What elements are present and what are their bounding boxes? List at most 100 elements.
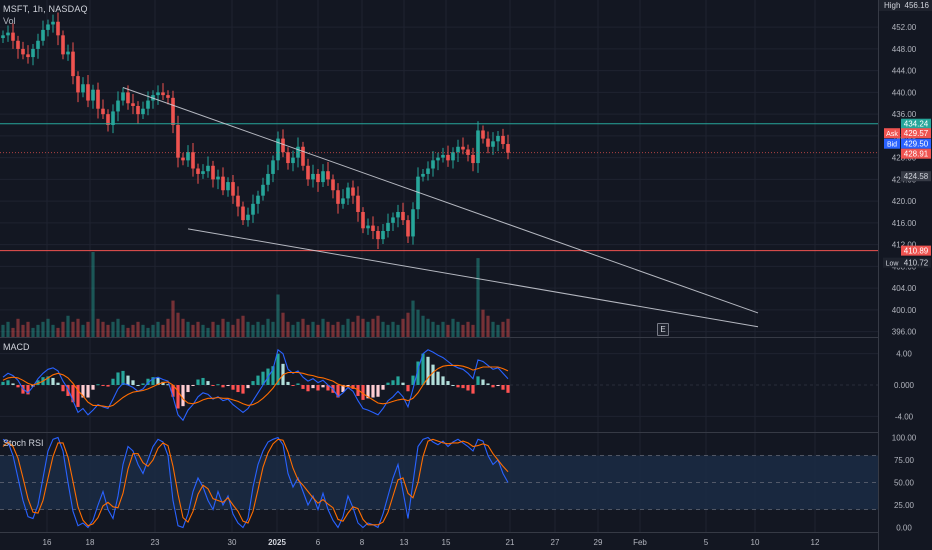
- time-tick-label: 13: [400, 538, 409, 547]
- candle-body: [356, 195, 360, 212]
- macd-pane: [0, 348, 878, 422]
- volume-bar: [246, 321, 250, 337]
- macd-histogram-bar: [211, 385, 215, 386]
- volume-bar: [186, 321, 190, 337]
- candle-body: [1, 35, 5, 39]
- time-tick-label: 16: [43, 538, 52, 547]
- support-value: 410.89: [904, 247, 929, 256]
- low-value-box: [901, 257, 931, 268]
- candle-body: [251, 203, 255, 215]
- volume-bar: [131, 324, 135, 337]
- macd-histogram-bar: [216, 384, 220, 386]
- time-tick-label: 5: [704, 538, 709, 547]
- candle-body: [426, 168, 430, 174]
- candle-body: [256, 195, 260, 204]
- volume-bar: [61, 321, 65, 337]
- macd-histogram-bar: [71, 385, 75, 403]
- volume-bar: [476, 258, 480, 337]
- candle-body: [101, 108, 105, 115]
- macd-label[interactable]: MACD: [3, 342, 30, 352]
- macd-histogram-bar: [221, 385, 225, 388]
- volume-bar: [211, 321, 215, 337]
- volume-bar: [31, 327, 35, 337]
- stoch-rsi-label[interactable]: Stoch RSI: [3, 438, 44, 448]
- volume-bar: [301, 318, 305, 337]
- low-label-box: [883, 257, 901, 268]
- last-value: 428.91: [904, 150, 929, 159]
- price-tick-label: 396.00: [892, 328, 917, 337]
- volume-bar: [381, 321, 385, 337]
- time-axis[interactable]: 16 18 23 30 2025 6 8 13 15 21 27 29 Feb 5 10 12: [43, 538, 820, 547]
- symbol-title[interactable]: MSFT, 1h, NASDAQ: [3, 4, 88, 14]
- macd-histogram-bar: [326, 385, 330, 391]
- macd-histogram-bar: [241, 385, 245, 394]
- volume-bar: [466, 321, 470, 337]
- volume-bar: [26, 321, 30, 337]
- macd-histogram-bar: [466, 385, 470, 391]
- macd-histogram-bar: [461, 385, 465, 389]
- candle-body: [76, 76, 80, 93]
- volume-bar: [506, 318, 510, 337]
- candle-body: [351, 187, 355, 196]
- candle-body: [111, 111, 115, 126]
- macd-histogram-bar: [66, 385, 70, 396]
- price-axis[interactable]: 452.00448.00444.00440.00436.00432.00428.…: [879, 0, 932, 550]
- middle-value: 424.58: [904, 172, 929, 181]
- candle-body: [201, 171, 205, 174]
- macd-histogram-bar: [506, 385, 510, 393]
- macd-histogram-bar: [236, 385, 240, 393]
- volume-bar: [321, 318, 325, 337]
- low-value: 410.72: [904, 259, 929, 268]
- stoch-tick-label: 0.00: [896, 524, 912, 533]
- volume-bar: [56, 327, 60, 337]
- candle-body: [281, 138, 285, 153]
- macd-histogram-bar: [91, 385, 95, 390]
- macd-histogram-bar: [86, 385, 90, 398]
- macd-line: [2, 348, 509, 422]
- ask-value: 429.57: [904, 129, 929, 138]
- macd-histogram-bar: [341, 385, 345, 393]
- volume-bar: [136, 321, 140, 337]
- volume-bar: [391, 321, 395, 337]
- macd-histogram-bar: [176, 385, 180, 409]
- volume-bars: [1, 252, 510, 337]
- macd-histogram-bar: [476, 376, 480, 385]
- volume-bar: [281, 312, 285, 337]
- macd-histogram-bar: [366, 385, 370, 399]
- candle-body: [261, 184, 265, 196]
- candle-body: [446, 154, 450, 161]
- bid-value-box: [901, 138, 931, 149]
- signal-line: [2, 364, 509, 408]
- candle-body: [451, 152, 455, 161]
- price-tick-label: 412.00: [892, 241, 917, 250]
- volume-bar: [111, 321, 115, 337]
- macd-histogram-bar: [261, 371, 265, 385]
- candle-body: [226, 182, 230, 191]
- trendlines[interactable]: [0, 87, 878, 328]
- volume-bar: [261, 324, 265, 337]
- volume-bar: [6, 321, 10, 337]
- volume-bar: [396, 324, 400, 337]
- macd-histogram-bar: [191, 385, 195, 386]
- time-tick-label: 10: [751, 538, 760, 547]
- support-value-box: [901, 245, 931, 256]
- volume-bar: [421, 315, 425, 337]
- volume-bar: [81, 324, 85, 337]
- macd-histogram-bar: [416, 361, 420, 385]
- macd-histogram-bar: [371, 385, 375, 398]
- candle-body: [46, 24, 50, 30]
- candle-body: [41, 29, 45, 41]
- earnings-marker[interactable]: E: [657, 323, 669, 336]
- macd-histogram-bar: [116, 372, 120, 385]
- price-tick-label: 436.00: [892, 110, 917, 119]
- macd-histogram-bar: [206, 381, 210, 385]
- macd-histogram-bar: [231, 385, 235, 390]
- candle-body: [366, 225, 370, 229]
- candle-body: [491, 141, 495, 147]
- candle-body: [406, 220, 410, 237]
- macd-histogram-bar: [361, 385, 365, 400]
- volume-bar: [316, 324, 320, 337]
- macd-histogram-bar: [276, 353, 280, 385]
